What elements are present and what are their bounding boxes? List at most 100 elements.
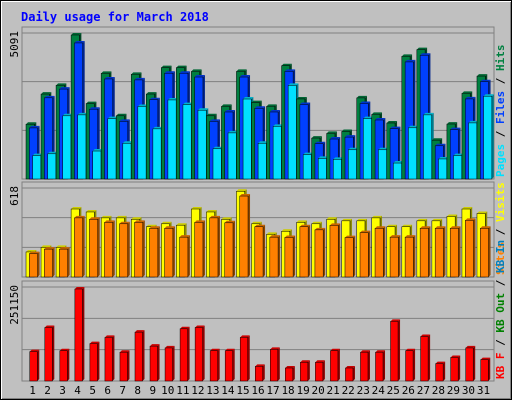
- bar-files-day-19-top: [299, 102, 311, 105]
- bar-sites-day-24-side: [383, 226, 386, 277]
- bar-kb-f-day-2: [44, 325, 55, 382]
- bar-pages-day-12-top: [197, 108, 209, 111]
- bar-kb-f-day-26: [405, 348, 416, 382]
- bar-hits-day-14-top: [221, 104, 232, 107]
- bar-pages-day-27-top: [423, 112, 434, 115]
- bar-kb-f-day-1-face: [29, 351, 38, 382]
- bar-kb-f-day-15-face: [239, 337, 248, 382]
- bar-sites-day-9-face: [149, 228, 159, 278]
- bar-hits-day-17-top: [266, 104, 277, 107]
- bar-files-day-26-top: [405, 59, 416, 62]
- bar-pages-day-23-top: [363, 116, 374, 119]
- bar-kb-f-day-14-side: [232, 348, 235, 381]
- bar-files-day-10-top: [164, 71, 175, 74]
- bar-pages-day-28-face: [438, 158, 448, 180]
- bar-pages-day-4-top: [77, 112, 88, 115]
- bar-sites-day-29-top: [450, 226, 461, 229]
- bar-kb-f-day-13-face: [209, 350, 218, 382]
- bar-kb-f-day-4: [74, 287, 85, 382]
- bar-kb-f-day-31-face: [480, 359, 489, 382]
- bar-sites-day-20-top: [314, 227, 326, 230]
- bar-sites-day-15-face: [239, 195, 249, 278]
- bar-sites-day-14-face: [224, 222, 234, 278]
- bar-kb-f-day-23: [360, 350, 370, 382]
- bar-sites-day-28: [434, 226, 446, 278]
- bar-hits-day-30-top: [461, 91, 473, 94]
- bar-pages-day-8-top: [137, 104, 149, 107]
- bar-pages-day-11-top: [182, 102, 194, 105]
- bar-sites-day-24: [374, 226, 386, 278]
- bar-visits-day-15-top: [236, 189, 247, 192]
- bar-sites-day-9-side: [157, 226, 160, 277]
- bar-hits-day-18-top: [281, 63, 292, 66]
- bar-sites-day-23-side: [368, 230, 371, 277]
- bar-kb-f-day-2-side: [52, 325, 55, 381]
- bar-kb-f-day-19: [300, 360, 310, 382]
- bar-kb-f-day-28-side: [443, 361, 446, 381]
- bar-sites-day-23-top: [360, 230, 371, 233]
- day-label-23: 23: [357, 384, 370, 397]
- bar-sites-day-5-top: [89, 217, 100, 220]
- bar-kb-f-day-30-face: [465, 347, 474, 382]
- day-label-20: 20: [312, 384, 325, 397]
- bar-visits-day-30-top: [461, 207, 473, 210]
- bar-kb-f-day-25-face: [390, 321, 399, 382]
- bar-files-day-14-top: [224, 109, 235, 112]
- bar-kb-f-day-24-side: [383, 350, 386, 381]
- bar-pages-day-14-face: [227, 132, 237, 180]
- bar-kb-f-day-10-side: [172, 345, 175, 381]
- bar-pages-day-5-top: [92, 149, 104, 152]
- bar-sites-day-8: [134, 220, 145, 278]
- bar-sites-day-4-face: [74, 217, 83, 278]
- bar-sites-day-28-side: [443, 226, 446, 277]
- bar-sites-day-3: [59, 247, 70, 278]
- bar-files-day-29-top: [450, 127, 461, 130]
- bar-pages-day-6-top: [107, 116, 119, 119]
- bar-sites-day-16-top: [254, 224, 266, 227]
- bar-sites-day-31: [480, 226, 491, 278]
- bar-kb-f-day-5-side: [97, 341, 100, 381]
- bar-sites-day-13-side: [217, 215, 220, 277]
- bar-visits-day-25-top: [386, 224, 398, 227]
- legend-entry: KB F: [494, 353, 507, 380]
- bar-sites-day-31-top: [480, 226, 491, 229]
- bar-kb-f-day-6-face: [104, 337, 113, 382]
- bar-hits-day-23-top: [356, 95, 367, 98]
- bar-sites-day-14-side: [232, 220, 235, 277]
- bar-kb-f-day-15-top: [240, 335, 250, 338]
- bar-sites-day-22-face: [344, 237, 354, 278]
- bar-kb-f-day-28: [435, 361, 446, 382]
- bar-visits-day-14-top: [221, 217, 232, 220]
- bar-hits-day-25-top: [386, 121, 398, 124]
- day-label-1: 1: [29, 384, 36, 397]
- bar-sites-day-12-face: [194, 222, 204, 278]
- bar-pages-day-25-top: [393, 161, 404, 164]
- bar-hits-day-22-top: [341, 129, 352, 132]
- bar-kb-f-day-7-side: [127, 350, 130, 381]
- legend-label: KB F / KB Out / KB In: [494, 240, 507, 379]
- bar-sites-day-13-top: [209, 215, 220, 218]
- bar-kb-f-day-22-top: [345, 365, 355, 368]
- bar-kb-f-day-18-top: [285, 365, 295, 368]
- chart-title: Daily usage for March 2018: [21, 10, 209, 24]
- bar-pages-day-15-top: [243, 97, 254, 100]
- bar-files-day-20-top: [314, 141, 326, 144]
- bar-kb-f-day-19-top: [300, 360, 310, 363]
- bar-kb-f-day-13-side: [217, 348, 220, 381]
- bar-visits-day-5-top: [86, 209, 97, 212]
- bar-hits-day-21-top: [326, 131, 337, 134]
- bar-kb-f-day-6-top: [104, 335, 115, 338]
- bar-sites-day-23-face: [359, 232, 369, 278]
- bar-kb-f-day-5: [89, 341, 100, 382]
- bar-sites-day-12: [194, 220, 205, 278]
- bar-kb-f-day-9-top: [150, 344, 160, 347]
- bar-kb-f-day-25-side: [398, 319, 401, 381]
- bar-sites-day-13-face: [209, 217, 219, 278]
- bar-sites-day-11-face: [179, 236, 189, 278]
- bar-files-day-13-top: [209, 119, 220, 122]
- bar-kb-f-day-25: [390, 319, 401, 382]
- bar-kb-f-day-24: [375, 350, 386, 382]
- bar-visits-day-8-top: [131, 217, 142, 220]
- day-label-3: 3: [59, 384, 66, 397]
- bar-visits-day-9-top: [146, 224, 157, 227]
